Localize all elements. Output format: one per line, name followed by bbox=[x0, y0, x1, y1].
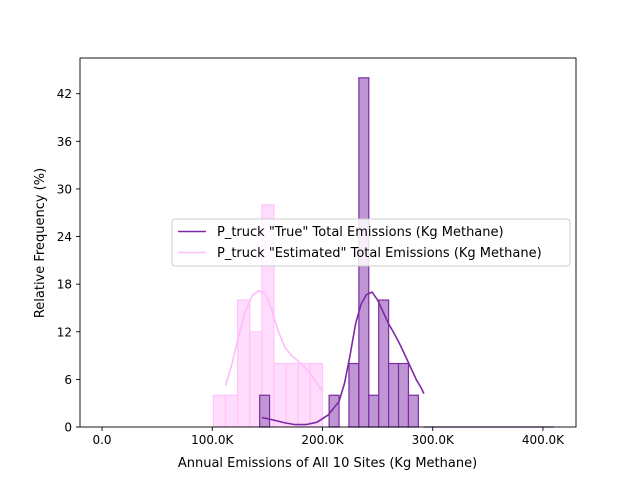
y-tick-label-0: 0 bbox=[64, 421, 72, 435]
x-axis-label: Annual Emissions of All 10 Sites (Kg Met… bbox=[178, 456, 477, 471]
axes-frame bbox=[79, 57, 577, 428]
axes: 0.0 100.0K 200.0K 300.0K 400.0K 0 6 12 18 24 30 36 4… bbox=[57, 57, 577, 447]
bar-estimated-8 bbox=[309, 362, 324, 428]
x-tick-label-3: 300.0K bbox=[412, 433, 455, 447]
y-tick-label-6: 36 bbox=[57, 135, 72, 149]
kde-line-true bbox=[261, 291, 425, 426]
bar-true-13 bbox=[388, 362, 400, 428]
x-tick-label-1: 100.0K bbox=[191, 433, 234, 447]
bar-estimated-5 bbox=[273, 362, 287, 428]
kde-line-estimated bbox=[224, 289, 324, 392]
y-tick-label-2: 12 bbox=[57, 325, 72, 339]
bar-estimated-0 bbox=[212, 394, 227, 428]
legend-label-true: P_truck "True" Total Emissions (Kg Metha… bbox=[217, 225, 504, 240]
y-axis-label: Relative Frequency (%) bbox=[33, 168, 48, 318]
bar-true-9 bbox=[348, 362, 360, 428]
y-tick-label-3: 18 bbox=[57, 278, 72, 292]
plot-area bbox=[212, 77, 554, 428]
legend-box bbox=[171, 218, 571, 267]
y-tick-label-1: 6 bbox=[64, 373, 72, 387]
y-tick-label-7: 42 bbox=[57, 87, 72, 101]
bar-true-14 bbox=[397, 362, 410, 428]
x-tick-label-4: 400.0K bbox=[522, 433, 565, 447]
y-tick-label-5: 30 bbox=[57, 182, 72, 196]
bar-true-15 bbox=[407, 394, 419, 428]
y-tick-label-4: 24 bbox=[57, 230, 72, 244]
bar-true-11 bbox=[368, 394, 380, 428]
series-estimated bbox=[212, 204, 324, 428]
legend: P_truck "True" Total Emissions (Kg Metha… bbox=[171, 218, 571, 267]
legend-label-estimated: P_truck "Estimated" Total Emissions (Kg … bbox=[217, 246, 542, 261]
bar-estimated-6 bbox=[285, 362, 299, 428]
bar-estimated-1 bbox=[224, 394, 239, 428]
x-tick-label-2: 200.0K bbox=[301, 433, 344, 447]
x-tick-label-0: 0.0 bbox=[92, 433, 111, 447]
bar-true-0 bbox=[259, 394, 271, 428]
